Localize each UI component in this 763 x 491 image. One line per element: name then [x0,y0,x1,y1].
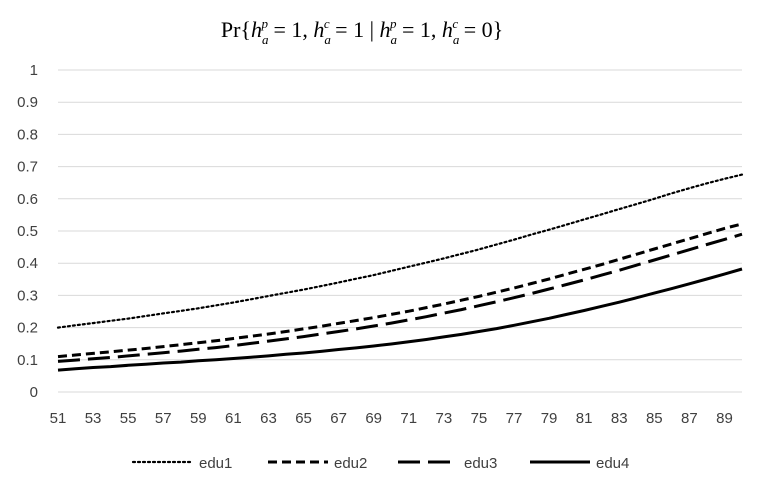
x-tick-label: 65 [295,410,312,427]
series-lines [56,173,744,372]
series-line-edu1 [56,173,744,329]
x-tick-label: 55 [120,410,137,427]
x-tick-label: 71 [400,410,417,427]
x-tick-label: 69 [365,410,382,427]
y-tick-label: 0.5 [17,223,38,240]
x-tick-label: 83 [611,410,628,427]
legend-label: edu1 [199,455,232,472]
x-tick-label: 61 [225,410,242,427]
x-tick-label: 51 [50,410,67,427]
legend-item-edu2: edu2 [268,455,367,472]
gridlines [58,69,742,393]
y-axis-tick-labels: 0 0.1 0.2 0.3 0.4 0.5 0.6 0.7 0.8 0.9 1 [17,62,38,401]
series-line-edu4 [57,267,743,372]
x-tick-label: 59 [190,410,207,427]
legend-item-edu3: edu3 [398,455,497,472]
legend-item-edu4: edu4 [530,455,629,472]
x-tick-label: 73 [436,410,453,427]
y-tick-label: 0.3 [17,287,38,304]
y-tick-label: 0.1 [17,352,38,369]
x-tick-label: 81 [576,410,593,427]
legend-label: edu2 [334,455,367,472]
x-tick-label: 77 [506,410,523,427]
y-tick-label: 0.8 [17,126,38,143]
y-tick-label: 0.2 [17,320,38,337]
x-tick-label: 67 [330,410,347,427]
y-tick-label: 0.9 [17,94,38,111]
y-tick-label: 0 [30,384,38,401]
x-axis-tick-labels: 51 53 55 57 59 61 63 65 67 69 71 73 75 77 79 81 83 85 87 89 [50,410,733,427]
legend: edu1 edu2 edu3 edu4 [131,455,629,472]
y-tick-label: 0.4 [17,255,38,272]
x-tick-label: 87 [681,410,698,427]
legend-label: edu4 [596,455,629,472]
x-tick-label: 53 [85,410,102,427]
y-tick-label: 0.6 [17,191,38,208]
x-tick-label: 85 [646,410,663,427]
series-line-edu2 [57,222,743,359]
series-line-edu3 [57,232,743,363]
y-tick-label: 1 [30,62,38,79]
legend-label: edu3 [464,455,497,472]
x-tick-label: 63 [260,410,277,427]
x-tick-label: 89 [716,410,733,427]
legend-item-edu1: edu1 [131,455,232,472]
y-tick-label: 0.7 [17,159,38,176]
x-tick-label: 79 [541,410,558,427]
x-tick-label: 57 [155,410,172,427]
x-tick-label: 75 [471,410,488,427]
chart-title: Pr{hap = 1, hac = 1 | hap = 1, hac = 0} [221,16,503,47]
